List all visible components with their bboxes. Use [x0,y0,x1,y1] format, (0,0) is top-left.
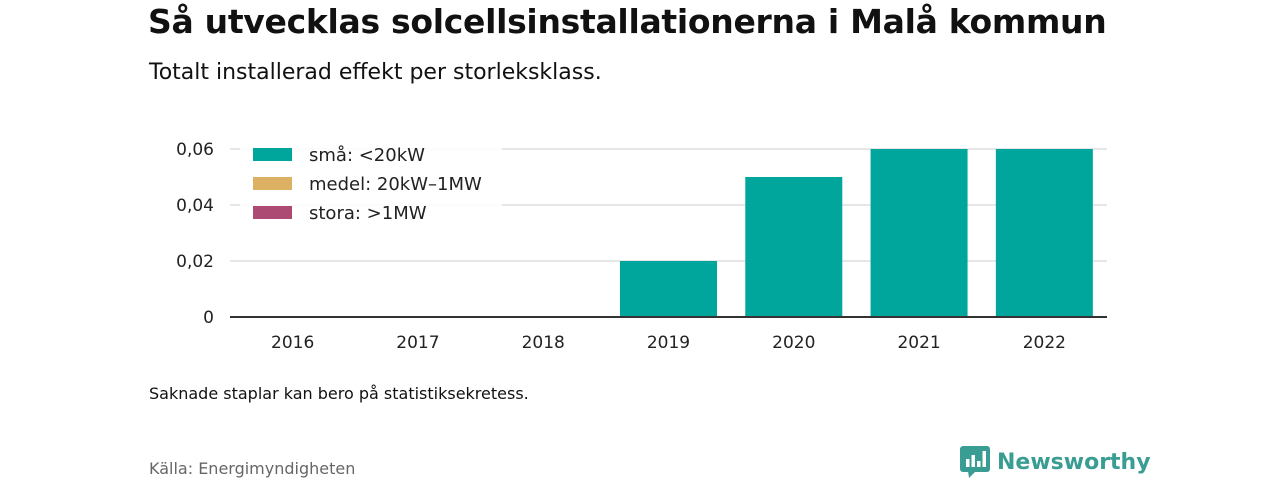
legend-label: stora: >1MW [309,203,427,224]
y-tick-label: 0 [203,308,214,328]
brand-logo: Newsworthy [960,446,1151,478]
bar-chart: 0 0,02 0,04 0,06 2016 2017 2018 2019 2020 2021 202… [176,133,1107,353]
x-tick-label: 2018 [522,333,565,353]
brand-name: Newsworthy [997,449,1151,475]
legend: små: <20kW medel: 20kW–1MW stora: >1MW [240,133,502,233]
bar-2021 [870,149,968,317]
y-tick-label: 0,02 [176,252,214,272]
x-tick-label: 2016 [271,333,314,353]
chart-subtitle: Totalt installerad effekt per storlekskl… [149,60,602,85]
y-tick-label: 0,04 [176,196,214,216]
legend-swatch [253,206,292,219]
newsworthy-logo-icon [960,446,990,478]
legend-swatch [253,177,292,190]
footnote: Saknade staplar kan bero på statistiksek… [149,384,529,403]
x-tick-label: 2021 [897,333,940,353]
source-text: Källa: Energimyndigheten [149,459,356,478]
x-tick-label: 2020 [772,333,815,353]
axis-ticks: 0 0,02 0,04 0,06 2016 2017 2018 2019 2020 2021 202… [176,140,1066,353]
y-tick-label: 0,06 [176,140,214,160]
bar-2020 [745,177,843,317]
legend-label: små: <20kW [309,145,425,166]
x-tick-label: 2019 [647,333,690,353]
legend-swatch [253,148,292,161]
legend-label: medel: 20kW–1MW [309,174,482,195]
x-tick-label: 2017 [396,333,439,353]
chart-title: Så utvecklas solcellsinstallationerna i … [148,2,1107,41]
bar-2019 [620,261,717,317]
x-tick-label: 2022 [1023,333,1066,353]
bars [620,149,1093,317]
bar-2022 [995,149,1093,317]
